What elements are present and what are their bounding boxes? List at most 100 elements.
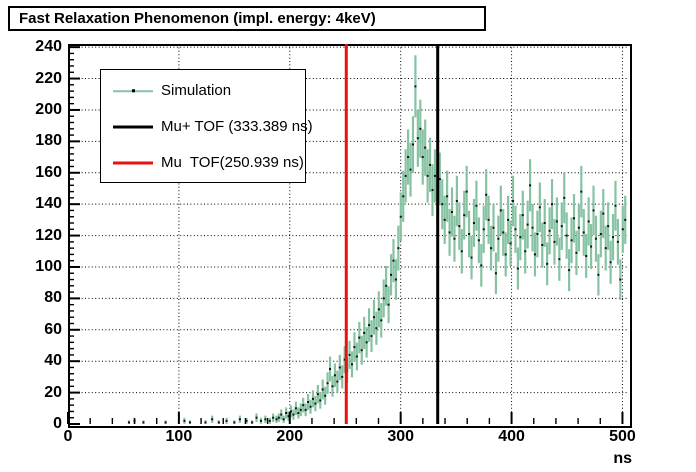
- data-marker: [333, 374, 336, 377]
- data-marker: [451, 211, 454, 214]
- data-marker: [599, 233, 602, 235]
- tof-lines: [344, 44, 440, 424]
- data-marker: [585, 254, 588, 257]
- y-tick-label: 20: [44, 383, 62, 401]
- data-marker: [307, 401, 310, 404]
- legend-label-mu-tof: Mu TOF(250.939 ns): [161, 154, 304, 171]
- data-marker: [363, 331, 366, 334]
- data-marker: [309, 405, 312, 408]
- data-marker: [546, 262, 549, 265]
- data-marker: [441, 203, 444, 206]
- y-tick-label: 40: [44, 352, 62, 370]
- data-marker: [225, 419, 228, 422]
- y-tick-label: 200: [35, 100, 62, 118]
- data-marker: [553, 240, 556, 243]
- data-marker: [233, 421, 236, 424]
- data-marker: [465, 190, 468, 193]
- data-marker: [370, 335, 373, 338]
- data-marker: [604, 247, 607, 250]
- x-tick-label: 200: [276, 428, 304, 445]
- data-marker: [411, 143, 414, 146]
- data-marker: [455, 200, 458, 203]
- data-marker: [541, 243, 544, 246]
- data-marker: [372, 316, 375, 319]
- data-marker: [575, 251, 578, 254]
- data-marker: [397, 247, 400, 250]
- data-marker: [245, 419, 248, 422]
- data-marker: [268, 419, 271, 422]
- data-marker: [624, 218, 627, 221]
- data-marker: [285, 412, 288, 415]
- data-marker: [204, 421, 207, 424]
- legend-marker-dot: [131, 89, 135, 93]
- data-marker: [570, 239, 573, 242]
- data-marker: [438, 178, 441, 181]
- x-tick-label: 300: [387, 428, 415, 445]
- data-marker: [468, 233, 471, 235]
- data-marker: [414, 85, 417, 88]
- data-marker: [431, 189, 434, 192]
- data-marker: [538, 206, 541, 209]
- data-marker: [526, 223, 529, 226]
- data-marker: [519, 236, 522, 239]
- data-marker: [326, 382, 329, 385]
- data-marker: [453, 237, 456, 240]
- data-marker: [399, 215, 402, 218]
- chart-title: Fast Relaxation Phenomenon (impl. energy…: [8, 6, 486, 31]
- data-marker: [577, 226, 580, 229]
- legend-item-mu-tof: Mu TOF(250.939 ns): [101, 153, 305, 173]
- data-marker: [448, 231, 451, 234]
- data-marker: [424, 146, 427, 149]
- data-marker: [211, 418, 214, 421]
- data-marker: [350, 363, 353, 366]
- data-marker: [524, 250, 527, 253]
- data-marker: [294, 407, 297, 410]
- data-marker: [382, 297, 385, 300]
- data-marker: [353, 346, 356, 349]
- data-marker: [463, 214, 466, 217]
- data-marker: [360, 349, 363, 352]
- data-marker: [597, 273, 600, 276]
- y-tick-label: 220: [35, 69, 62, 87]
- data-marker: [612, 236, 615, 239]
- plot-svg: [67, 44, 628, 425]
- data-marker: [290, 410, 293, 413]
- data-marker: [619, 278, 622, 281]
- legend-label-simulation: Simulation: [161, 82, 232, 99]
- data-marker: [443, 218, 446, 221]
- data-marker: [616, 240, 619, 243]
- data-marker: [259, 419, 262, 422]
- y-tick-label: 160: [35, 163, 62, 181]
- data-marker: [485, 193, 488, 196]
- data-marker: [548, 229, 551, 232]
- data-marker: [368, 324, 371, 327]
- data-marker: [516, 267, 519, 270]
- data-marker: [255, 416, 258, 419]
- data-marker: [614, 204, 617, 207]
- gridlines: [68, 44, 628, 424]
- data-marker: [602, 212, 605, 215]
- data-marker: [592, 209, 595, 212]
- y-tick-label: 0: [53, 415, 62, 432]
- data-marker: [304, 408, 307, 411]
- data-marker: [280, 413, 283, 416]
- data-marker: [580, 190, 583, 193]
- data-marker: [543, 222, 546, 225]
- data-marker: [490, 247, 493, 250]
- data-marker: [446, 195, 449, 198]
- data-marker: [533, 253, 536, 256]
- data-marker: [316, 393, 319, 396]
- data-marker: [336, 380, 339, 383]
- data-marker: [341, 375, 344, 378]
- data-marker: [487, 218, 490, 221]
- data-marker: [365, 341, 368, 344]
- data-marker: [314, 402, 317, 405]
- data-marker: [419, 127, 422, 130]
- data-marker: [358, 336, 361, 339]
- data-marker: [472, 222, 475, 225]
- data-marker: [416, 137, 419, 140]
- data-marker: [390, 273, 393, 276]
- data-marker: [319, 399, 322, 402]
- legend-item-simulation: Simulation: [101, 81, 305, 101]
